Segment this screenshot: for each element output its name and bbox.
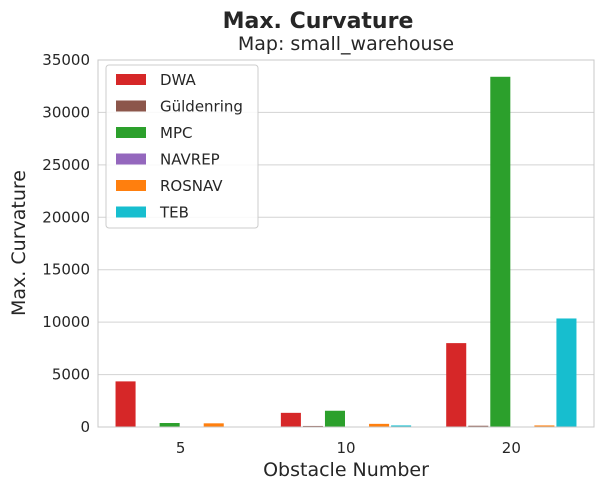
legend-swatch [116, 153, 146, 165]
bar-güldenring-10 [302, 425, 323, 427]
legend: DWA Güldenring MPC NAVREP ROSNAV TEB [105, 64, 259, 229]
y-tick-label: 10000 [42, 313, 90, 331]
chart-title: Max. Curvature [223, 9, 414, 34]
bar-mpc-20 [490, 76, 511, 427]
x-tick-label: 5 [176, 439, 186, 457]
legend-entry: DWA [160, 71, 197, 89]
x-tick-labels: 5 10 20 [176, 439, 521, 457]
x-axis-label: Obstacle Number [263, 459, 429, 481]
legend-entry: NAVREP [160, 151, 220, 169]
y-tick-label: 15000 [42, 261, 90, 279]
y-tick-label: 25000 [42, 156, 90, 174]
y-tick-label: 5000 [52, 366, 90, 384]
y-tick-label: 0 [80, 418, 90, 436]
legend-entry: TEB [159, 204, 189, 222]
bar-dwa-20 [446, 343, 467, 427]
legend-swatch [116, 74, 146, 85]
plot-frame [97, 59, 595, 428]
x-tick-label: 10 [336, 439, 355, 457]
bar-rosnav-20 [534, 425, 555, 427]
legend-entry: Güldenring [160, 98, 243, 116]
bar-mpc-5 [159, 423, 180, 427]
legend-swatch [116, 206, 146, 218]
chart-subtitle: Map: small_warehouse [238, 33, 454, 55]
bar-dwa-5 [115, 381, 136, 427]
y-tick-labels: 0 5000 10000 15000 20000 25000 30000 35000 [42, 51, 90, 436]
bars [115, 76, 577, 427]
legend-entry: ROSNAV [160, 177, 223, 195]
y-tick-label: 30000 [42, 103, 90, 121]
bar-rosnav-10 [369, 423, 390, 427]
y-tick-label: 35000 [42, 51, 90, 69]
bar-rosnav-5 [203, 423, 224, 427]
bar-güldenring-20 [468, 425, 489, 427]
y-axis-label: Max. Curvature [8, 170, 30, 316]
legend-swatch [116, 100, 146, 112]
legend-swatch [116, 180, 146, 191]
y-tick-label: 20000 [42, 208, 90, 226]
bar-dwa-10 [280, 412, 301, 427]
x-tick-label: 20 [502, 439, 521, 457]
bar-teb-10 [391, 425, 412, 427]
bar-mpc-10 [324, 410, 345, 427]
legend-entry: MPC [160, 124, 192, 142]
bar-teb-20 [556, 318, 577, 427]
legend-swatch [116, 127, 146, 138]
